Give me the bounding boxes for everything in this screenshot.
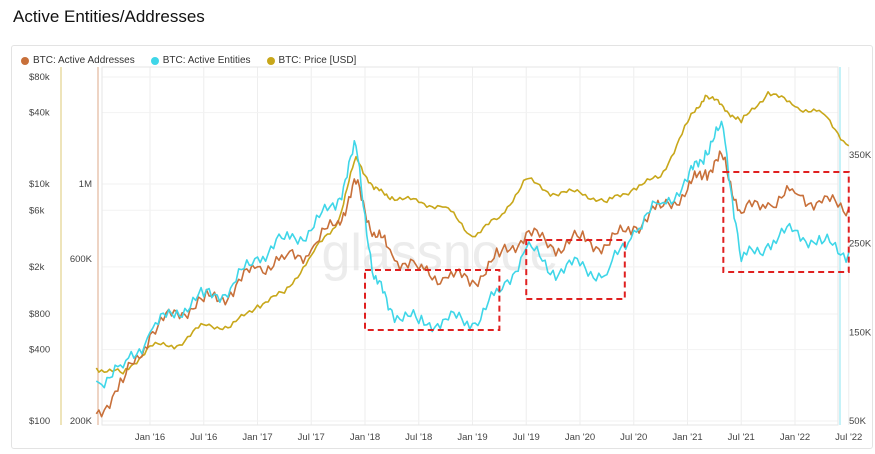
x-tick-label: Jan '18 [350, 432, 380, 443]
x-tick-label: Jul '20 [620, 432, 647, 443]
legend-item-active-entities[interactable]: BTC: Active Entities [150, 55, 251, 66]
highlight-box [364, 269, 501, 331]
x-tick-label: Jul '21 [728, 432, 755, 443]
legend-label-price: BTC: Price [USD] [278, 55, 357, 66]
highlight-box [722, 171, 850, 273]
price-tick-label: $400 [29, 345, 50, 356]
series-line-btc-active-addresses [95, 150, 850, 418]
x-tick-label: Jul '18 [405, 432, 432, 443]
addresses-tick-label: 1M [79, 179, 92, 190]
legend-dot-price [266, 56, 275, 65]
legend-dot-active-addresses [21, 56, 29, 65]
x-tick-label: Jul '16 [190, 432, 217, 443]
price-tick-label: $80k [29, 72, 50, 83]
x-tick-label: Jan '17 [242, 432, 272, 443]
x-tick-label: Jul '19 [513, 432, 540, 443]
x-tick-label: Jan '19 [457, 432, 487, 443]
price-tick-label: $10k [29, 179, 50, 190]
legend-label-active-addresses: BTC: Active Addresses [33, 55, 135, 66]
entities-tick-label: 250K [849, 239, 872, 250]
x-tick-label: Jan '22 [780, 432, 810, 443]
legend-item-price[interactable]: BTC: Price [USD] [266, 55, 357, 66]
watermark-text: glassnode [321, 224, 558, 282]
entities-tick-label: 50K [849, 416, 867, 427]
addresses-tick-label: 200K [70, 416, 93, 427]
series-line-btc-price-usd [95, 91, 850, 375]
legend-label-active-entities: BTC: Active Entities [162, 55, 251, 66]
price-tick-label: $40k [29, 108, 50, 119]
x-tick-label: Jan '16 [135, 432, 165, 443]
price-tick-label: $2k [29, 262, 45, 273]
x-tick-label: Jan '20 [565, 432, 595, 443]
addresses-tick-label: 600K [70, 254, 93, 265]
entities-tick-label: 350K [849, 150, 872, 161]
entities-tick-label: 150K [849, 327, 872, 338]
x-tick-label: Jan '21 [672, 432, 702, 443]
plot-frame [101, 66, 839, 426]
legend-dot-active-entities [150, 56, 159, 65]
highlight-box [525, 239, 626, 300]
series-line-btc-active-entities [95, 120, 850, 389]
price-tick-label: $6k [29, 205, 45, 216]
x-tick-label: Jul '22 [835, 432, 862, 443]
page-title: Active Entities/Addresses [13, 7, 205, 26]
x-tick-label: Jul '17 [298, 432, 325, 443]
price-tick-label: $100 [29, 416, 50, 427]
legend-item-active-addresses[interactable]: BTC: Active Addresses [21, 55, 135, 66]
price-tick-label: $800 [29, 309, 50, 320]
chart-legend: BTC: Active Addresses BTC: Active Entiti… [21, 55, 356, 66]
